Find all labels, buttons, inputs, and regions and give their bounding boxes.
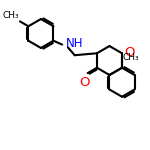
Text: CH₃: CH₃ [2,11,19,20]
Text: CH₃: CH₃ [123,53,140,62]
Text: O: O [80,76,90,89]
Text: O: O [124,46,134,59]
Text: NH: NH [66,37,84,50]
